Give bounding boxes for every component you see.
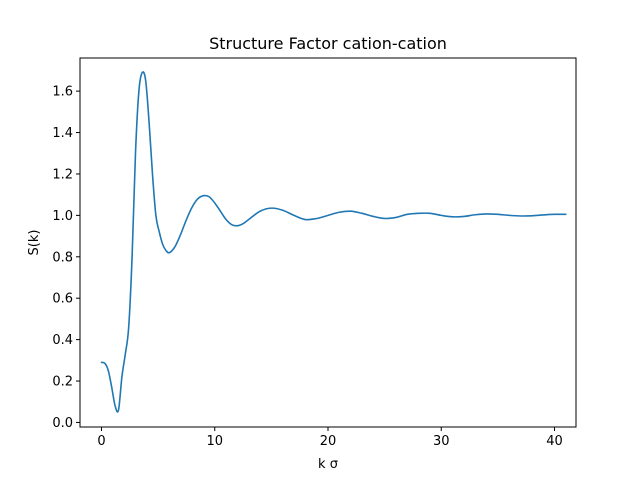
series-line [100, 71, 567, 413]
plot-frame [79, 57, 577, 428]
x-tick-label: 30 [433, 434, 450, 449]
y-tick-label: 1.4 [52, 126, 73, 141]
y-axis-label: S(k) [27, 230, 42, 256]
x-tick-label: 40 [546, 434, 563, 449]
chart-title: Structure Factor cation-cation [209, 34, 447, 53]
y-tick-label: 1.6 [52, 85, 73, 100]
y-tick-label: 0.0 [52, 416, 73, 431]
x-axis-label: k σ [318, 457, 338, 472]
y-tick-label: 0.4 [52, 333, 73, 348]
y-tick-label: 0.6 [52, 292, 73, 307]
y-tick-label: 0.2 [52, 375, 73, 390]
y-tick-label: 0.8 [52, 250, 73, 265]
y-tick-label: 1.0 [52, 209, 73, 224]
x-tick-label: 0 [97, 434, 105, 449]
series-layer [100, 71, 567, 413]
x-tick-label: 20 [320, 434, 337, 449]
x-tick-label: 10 [206, 434, 223, 449]
y-tick-label: 1.2 [52, 167, 73, 182]
ticks-layer: 0 10 20 30 40 0.0 0.2 0.4 0.6 0.8 1.0 1.2 1.4 1.6 [52, 85, 562, 449]
